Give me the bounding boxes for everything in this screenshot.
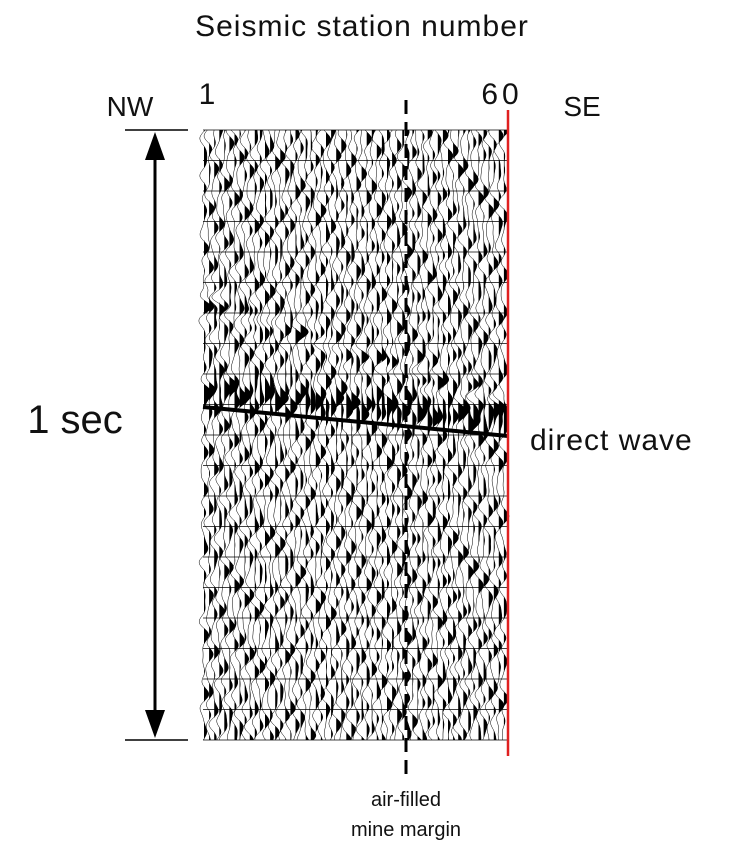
mine-margin-label: mine margin [351, 819, 461, 841]
time-arrow-head-down [145, 710, 165, 738]
title: Seismic station number [195, 10, 529, 43]
direct-wave-label: direct wave [530, 424, 693, 457]
direct-wave-line [202, 405, 509, 438]
time-arrow-head-up [145, 132, 165, 160]
direction-left: NW [107, 91, 154, 122]
station-first: 1 [199, 78, 216, 111]
mine-margin-label: air-filled [371, 789, 441, 811]
station-last: 60 [481, 78, 522, 111]
direction-right: SE [563, 91, 600, 122]
time-label: 1 sec [27, 398, 123, 442]
time-gridlines [203, 129, 508, 741]
